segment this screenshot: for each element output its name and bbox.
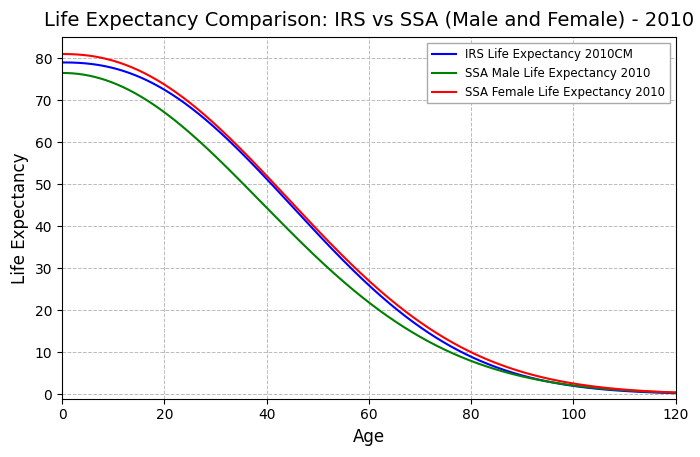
SSA Male Life Expectancy 2010: [58, 70, 66, 76]
SSA Female Life Expectancy 2010: [306, 219, 314, 225]
IRS Life Expectancy 2010CM: [120, 69, 129, 74]
IRS Life Expectancy 2010CM: [58, 60, 66, 65]
SSA Female Life Expectancy 2010: [480, 355, 488, 361]
SSA Male Life Expectancy 2010: [671, 390, 680, 395]
SSA Male Life Expectancy 2010: [306, 249, 314, 254]
SSA Female Life Expectancy 2010: [328, 243, 337, 248]
Line: SSA Female Life Expectancy 2010: SSA Female Life Expectancy 2010: [62, 54, 676, 393]
SSA Male Life Expectancy 2010: [480, 363, 488, 368]
IRS Life Expectancy 2010CM: [536, 377, 545, 383]
SSA Female Life Expectancy 2010: [58, 51, 66, 57]
SSA Male Life Expectancy 2010: [547, 379, 556, 385]
IRS Life Expectancy 2010CM: [671, 390, 680, 396]
Line: SSA Male Life Expectancy 2010: SSA Male Life Expectancy 2010: [62, 73, 676, 393]
SSA Male Life Expectancy 2010: [328, 269, 337, 275]
SSA Female Life Expectancy 2010: [547, 377, 556, 382]
SSA Male Life Expectancy 2010: [536, 377, 545, 383]
X-axis label: Age: Age: [353, 428, 385, 446]
IRS Life Expectancy 2010CM: [480, 360, 488, 365]
Title: Life Expectancy Comparison: IRS vs SSA (Male and Female) - 2010: Life Expectancy Comparison: IRS vs SSA (…: [44, 11, 694, 30]
SSA Male Life Expectancy 2010: [120, 85, 129, 90]
Y-axis label: Life Expectancy: Life Expectancy: [11, 152, 29, 284]
IRS Life Expectancy 2010CM: [306, 223, 314, 228]
SSA Female Life Expectancy 2010: [120, 62, 129, 67]
SSA Female Life Expectancy 2010: [536, 374, 545, 380]
IRS Life Expectancy 2010CM: [547, 380, 556, 385]
SSA Female Life Expectancy 2010: [671, 390, 680, 395]
IRS Life Expectancy 2010CM: [328, 246, 337, 252]
Line: IRS Life Expectancy 2010CM: IRS Life Expectancy 2010CM: [62, 63, 676, 393]
Legend: IRS Life Expectancy 2010CM, SSA Male Life Expectancy 2010, SSA Female Life Expec: IRS Life Expectancy 2010CM, SSA Male Lif…: [427, 43, 670, 103]
